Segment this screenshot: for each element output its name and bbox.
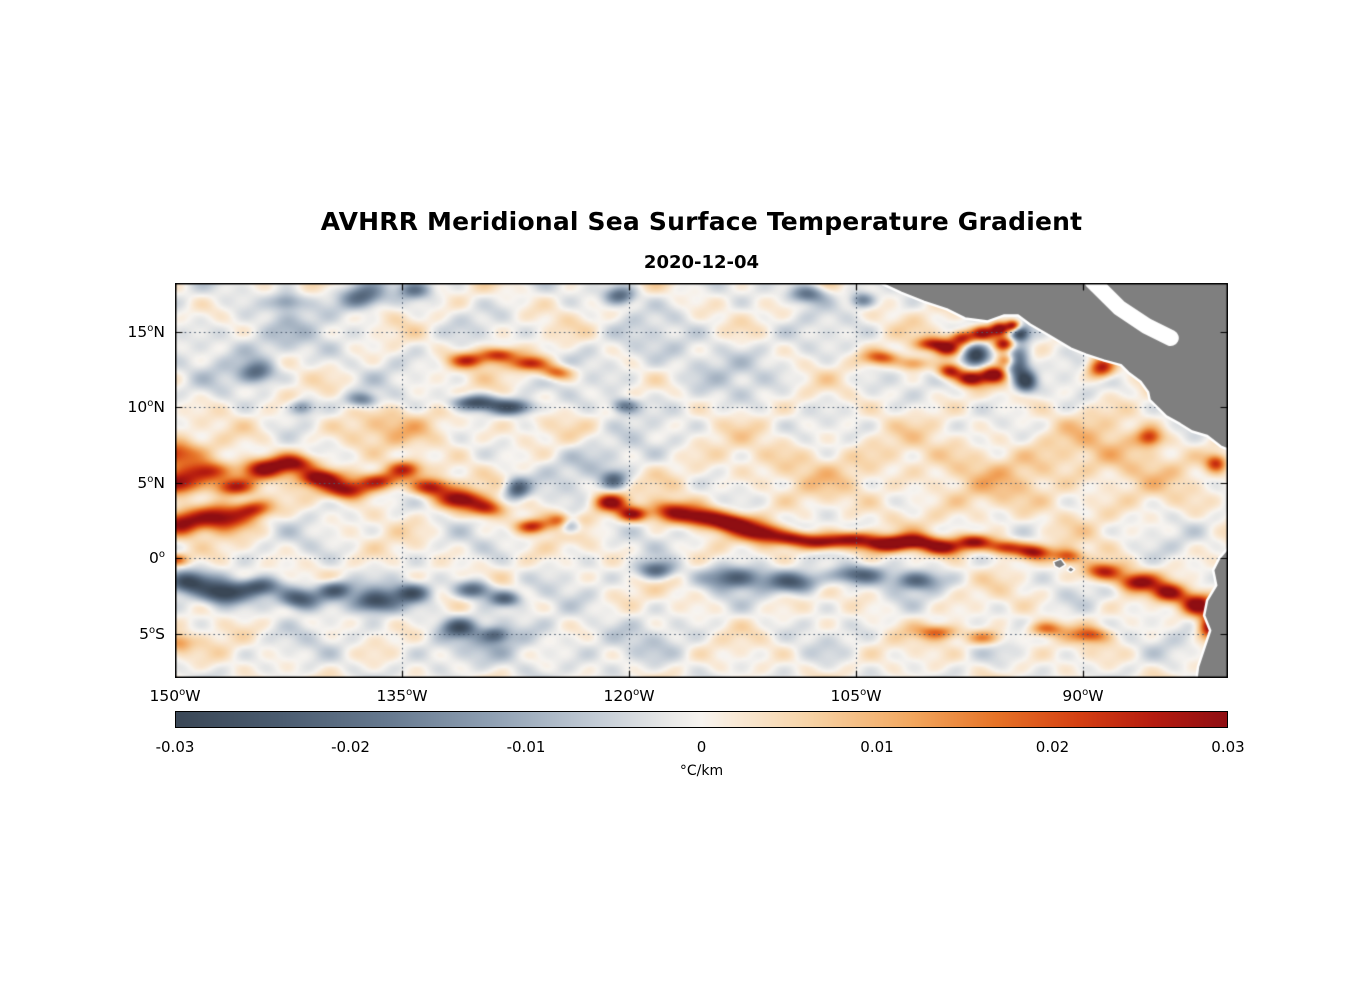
colorbar-tick-label: -0.03 — [155, 738, 195, 756]
x-axis-tick-label: 90oW — [1062, 687, 1104, 705]
y-axis-tick-label: 5oN — [137, 473, 165, 492]
map-plot-area — [175, 283, 1228, 678]
colorbar-tick-label: -0.02 — [331, 738, 370, 756]
colorbar-units-label: °C/km — [679, 763, 724, 779]
x-axis-tick-label: 150oW — [149, 687, 201, 705]
colorbar-tick-label: -0.01 — [506, 738, 546, 756]
x-axis-tick-label: 120oW — [603, 687, 655, 705]
x-axis-tick-label: 135oW — [376, 687, 428, 705]
y-axis-tick-label: 15oN — [127, 322, 165, 341]
colorbar-gradient — [175, 711, 1228, 728]
figure-title: AVHRR Meridional Sea Surface Temperature… — [320, 207, 1083, 236]
colorbar-tick-label: 0 — [696, 738, 707, 756]
y-axis-tick-label: 10oN — [127, 398, 165, 417]
x-axis-tick-label: 105oW — [830, 687, 882, 705]
sst-gradient-heatmap-canvas — [175, 283, 1228, 678]
colorbar-tick-label: 0.03 — [1211, 738, 1245, 756]
y-axis-tick-label: 5oS — [139, 624, 165, 643]
y-axis-tick-label: 0o — [149, 549, 165, 568]
figure-date-subtitle: 2020-12-04 — [643, 252, 760, 273]
colorbar-tick-label: 0.01 — [860, 738, 894, 756]
colorbar-tick-label: 0.02 — [1035, 738, 1070, 756]
